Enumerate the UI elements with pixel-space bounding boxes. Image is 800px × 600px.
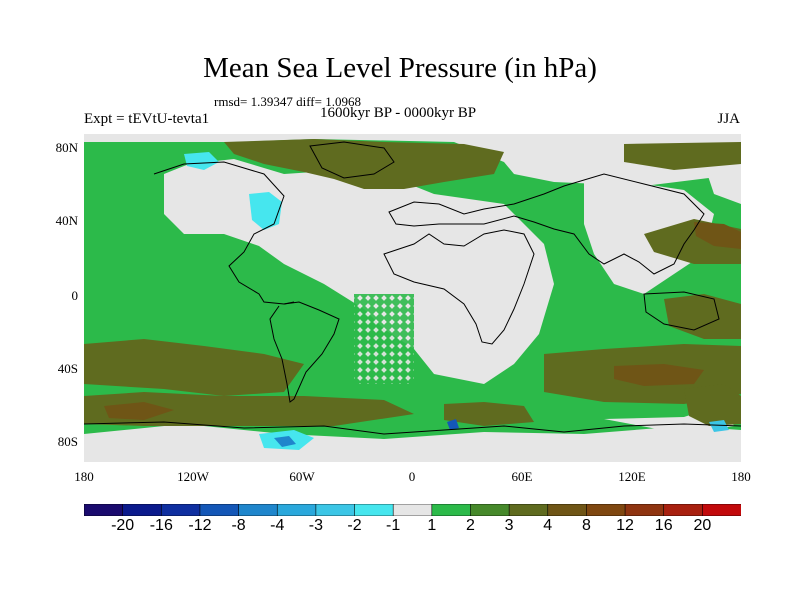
colorbar-bin: [702, 503, 742, 517]
colorbar-bin: [160, 503, 201, 517]
colorbar-label: 8: [581, 517, 591, 534]
chart-title: Mean Sea Level Pressure (in hPa): [203, 52, 597, 84]
colorbar-label: -20: [111, 517, 135, 534]
lat-label-40n: 40N: [55, 213, 78, 228]
lon-label-120w: 120W: [177, 469, 209, 484]
pressure-map: [84, 134, 741, 462]
colorbar-bin: [431, 503, 472, 517]
colorbar-bins: [83, 503, 742, 517]
colorbar-bin: [83, 503, 124, 517]
colorbar-label: -16: [149, 517, 173, 534]
period-label: 1600kyr BP - 0000kyr BP: [320, 105, 477, 121]
lat-label-40s: 40S: [57, 361, 78, 376]
colorbar-label: -1: [386, 517, 401, 534]
colorbar-label: 12: [616, 517, 634, 534]
colorbar-bin: [663, 503, 704, 517]
experiment-label: Expt = tEVtU-tevta1: [84, 111, 210, 127]
colorbar-bin: [470, 503, 510, 517]
colorbar-bin: [276, 503, 317, 517]
colorbar-bin: [315, 503, 356, 517]
coastlines: [84, 141, 741, 435]
colorbar-label: -12: [188, 517, 212, 534]
lon-label-120e: 120E: [618, 469, 646, 484]
colorbar-label: -4: [270, 517, 285, 534]
peak-anomaly-regions: [104, 222, 741, 420]
colorbar-bin: [199, 503, 240, 517]
colorbar-label: 20: [693, 517, 712, 534]
colorbar-bin: [354, 503, 394, 517]
colorbar-label: 16: [654, 517, 673, 534]
lon-label-60e: 60E: [511, 469, 533, 484]
lon-label-60w: 60W: [289, 469, 315, 484]
colorbar-bin: [624, 503, 665, 517]
colorbar-label: 1: [427, 517, 437, 534]
colorbar-bin: [586, 503, 626, 517]
colorbar-bin: [238, 503, 279, 517]
colorbar-bin: [122, 503, 163, 517]
rmsd-diff-stats: rmsd= 1.39347 diff= 1.0968: [214, 94, 361, 109]
lat-label-80n: 80N: [55, 140, 78, 155]
colorbar-label: -2: [347, 517, 362, 534]
colorbar-bin: [508, 503, 549, 517]
lon-label-180e: 180: [731, 469, 751, 484]
colorbar-label: -8: [231, 517, 246, 534]
lon-label-180w: 180: [74, 469, 94, 484]
colorbar-label: -3: [308, 517, 323, 534]
colorbar-label: 2: [466, 517, 475, 534]
colorbar-bin: [547, 503, 588, 517]
lat-label-0: 0: [71, 288, 79, 303]
colorbar: [83, 503, 742, 517]
colorbar-bin: [392, 503, 433, 517]
season-label: JJA: [717, 111, 740, 127]
negative-anomaly-regions: [184, 152, 729, 450]
lat-label-80s: 80S: [57, 434, 78, 449]
colorbar-label: 4: [543, 517, 553, 534]
colorbar-label: 3: [504, 517, 514, 534]
dotted-transition-band: [354, 294, 414, 384]
lon-label-0: 0: [408, 469, 416, 484]
